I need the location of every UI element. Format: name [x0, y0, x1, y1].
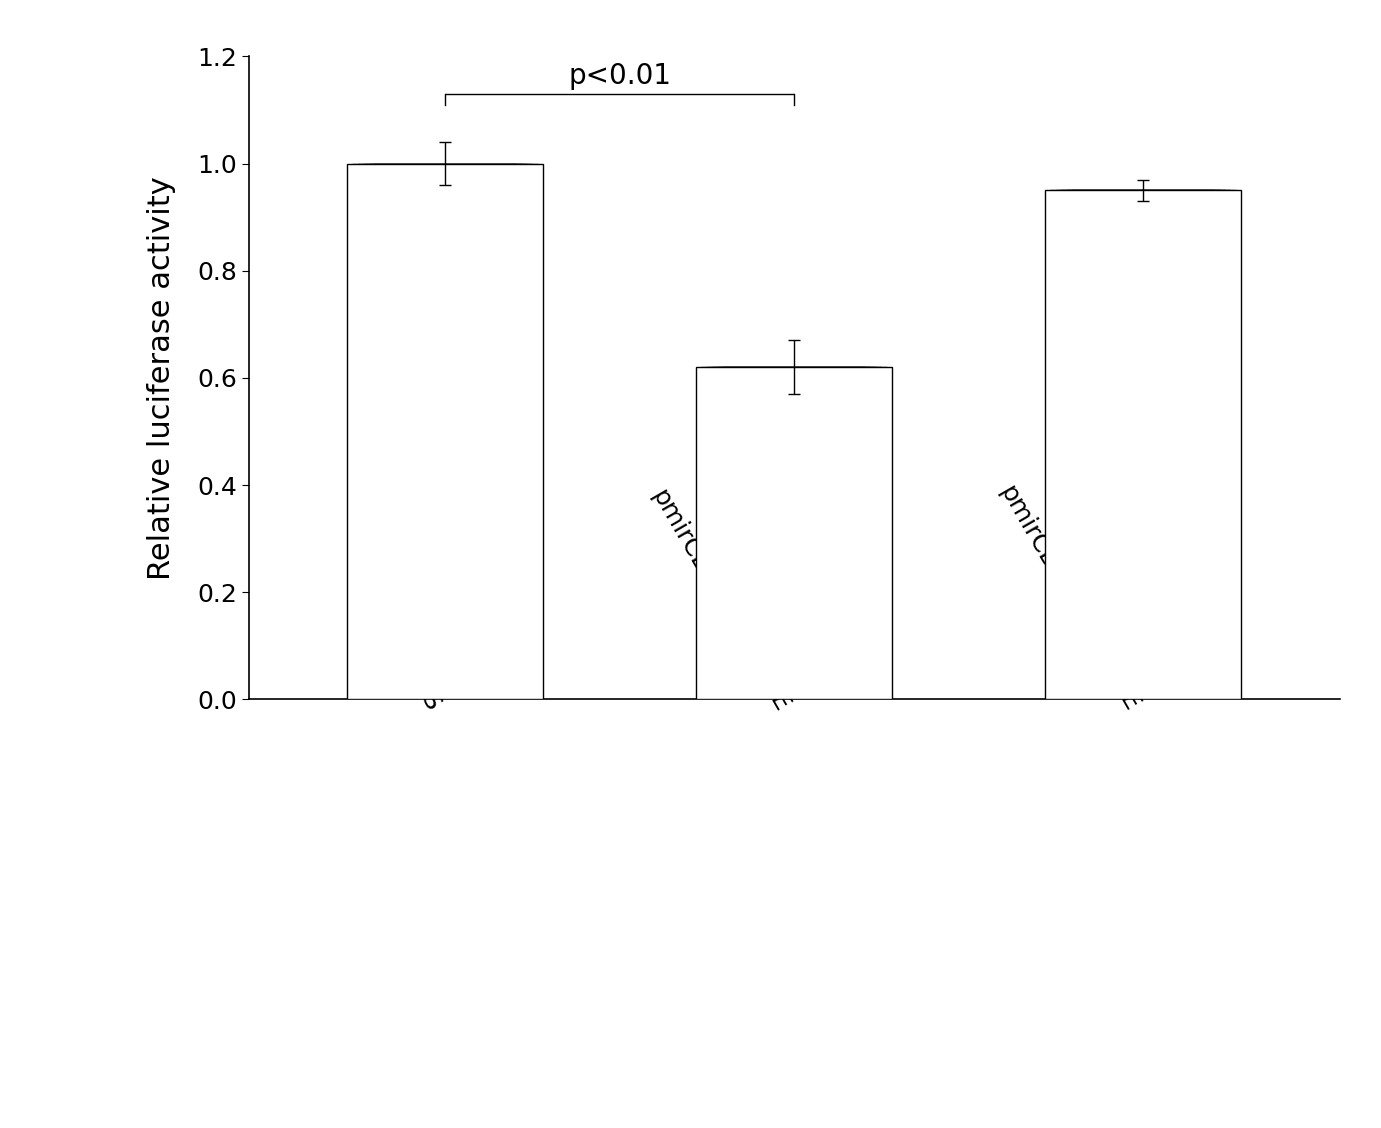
Bar	[369, 164, 521, 699]
Bar	[707, 368, 881, 699]
Bar	[1045, 191, 1242, 699]
Bar	[374, 164, 516, 699]
Bar	[1062, 191, 1225, 699]
Y-axis label: Relative luciferase activity: Relative luciferase activity	[146, 176, 175, 580]
Bar	[1072, 191, 1214, 699]
Bar	[363, 164, 526, 699]
Bar	[1051, 191, 1236, 699]
Bar	[713, 368, 876, 699]
Text: p<0.01: p<0.01	[568, 62, 671, 89]
Bar	[347, 164, 543, 699]
Bar	[724, 368, 865, 699]
Bar	[352, 164, 537, 699]
Bar	[358, 164, 532, 699]
Bar	[1066, 191, 1219, 699]
Bar	[1056, 191, 1230, 699]
Bar	[702, 368, 887, 699]
Bar	[718, 368, 870, 699]
Bar	[696, 368, 892, 699]
